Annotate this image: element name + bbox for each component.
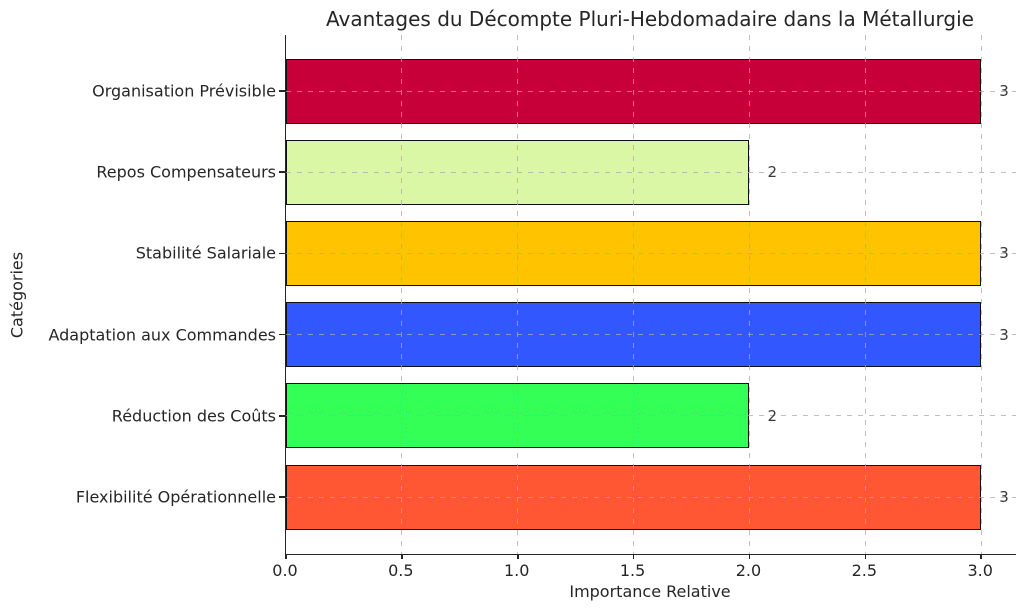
category-label: Repos Compensateurs <box>96 162 276 182</box>
x-tick-label: 0.5 <box>388 561 414 580</box>
bar-value-label: 3 <box>999 488 1009 506</box>
chart-title: Avantages du Décompte Pluri-Hebdomadaire… <box>326 7 974 31</box>
y-tick-mark <box>279 333 285 336</box>
x-tick-label: 1.0 <box>504 561 530 580</box>
category-label: Stabilité Salariale <box>135 243 276 263</box>
bar <box>286 302 982 368</box>
x-axis-label: Importance Relative <box>569 582 731 601</box>
bar <box>286 139 750 205</box>
y-tick-mark <box>279 415 285 417</box>
bar-value-label: 2 <box>767 406 778 425</box>
y-tick-mark <box>279 252 285 255</box>
category-label: Organisation Prévisible <box>92 81 276 101</box>
bar <box>286 58 982 124</box>
bar-value-label: 2 <box>767 163 778 182</box>
bar-value-label: 3 <box>999 244 1009 263</box>
bar-value-label: 3 <box>999 82 1009 100</box>
bar <box>286 464 982 530</box>
x-tick-mark <box>285 554 287 559</box>
category-label: Réduction des Coûts <box>111 406 276 426</box>
x-tick-label: 2.0 <box>735 561 762 580</box>
category-label: Adaptation aux Commandes <box>48 325 276 345</box>
y-tick-mark <box>279 171 285 173</box>
bar <box>286 383 750 449</box>
bar <box>286 220 982 286</box>
x-tick-mark <box>632 554 635 559</box>
y-tick-mark <box>279 90 285 92</box>
y-tick-mark <box>279 496 285 498</box>
plot-area: 3 2 3 3 2 3 <box>279 35 1016 559</box>
x-tick-mark <box>864 554 867 559</box>
x-tick-label: 0.0 <box>272 561 298 580</box>
x-tick-mark <box>516 554 519 559</box>
x-tick-mark <box>748 554 751 559</box>
x-tick-label: 3.0 <box>967 561 993 580</box>
x-tick-mark <box>401 554 403 559</box>
category-label: Flexibilité Opérationnelle <box>75 487 276 507</box>
bar-value-label: 3 <box>999 325 1009 344</box>
x-tick-label: 2.5 <box>851 561 878 580</box>
x-tick-mark <box>980 554 983 559</box>
x-tick-label: 1.5 <box>619 561 646 580</box>
